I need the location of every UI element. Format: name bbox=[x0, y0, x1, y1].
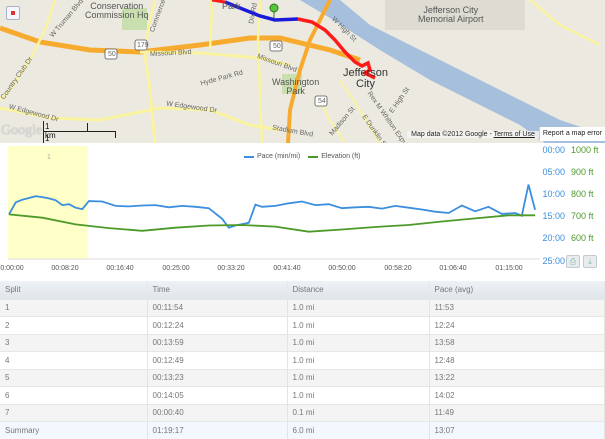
x-tick: 01:15:00 bbox=[495, 265, 522, 272]
split-highlight-label: 1 bbox=[47, 154, 51, 161]
terms-of-use-link[interactable]: Terms of Use bbox=[494, 131, 535, 138]
cell-distance: 1.0 mi bbox=[287, 299, 429, 317]
cell-distance: 1.0 mi bbox=[287, 317, 429, 335]
cell-split: 7 bbox=[0, 404, 147, 422]
scale-mi: 1 mi bbox=[45, 134, 53, 143]
map-type-control[interactable] bbox=[6, 6, 20, 20]
map-label-airport: Jefferson City Memorial Airport bbox=[418, 6, 484, 24]
x-tick: 00:41:40 bbox=[273, 265, 300, 272]
cell-pace: 13:58 bbox=[429, 334, 605, 352]
cell-split: 5 bbox=[0, 369, 147, 387]
cell-split: 3 bbox=[0, 334, 147, 352]
cell-pace: 12:48 bbox=[429, 352, 605, 370]
x-tick: 00:50:00 bbox=[328, 265, 355, 272]
print-icon: ⎙ bbox=[570, 257, 576, 266]
google-logo: Google bbox=[1, 123, 42, 139]
print-chart-button[interactable]: ⎙ bbox=[566, 255, 580, 268]
map-shield-179: 179 bbox=[137, 42, 149, 49]
cell-summary-pace: 13:07 bbox=[429, 422, 605, 439]
cell-time: 00:12:24 bbox=[147, 317, 287, 335]
cell-pace: 14:02 bbox=[429, 387, 605, 405]
x-tick: 01:06:40 bbox=[439, 265, 466, 272]
cell-time: 00:13:59 bbox=[147, 334, 287, 352]
cell-time: 00:11:54 bbox=[147, 299, 287, 317]
cell-distance: 1.0 mi bbox=[287, 387, 429, 405]
header-pace[interactable]: Pace (avg) bbox=[429, 281, 605, 299]
x-tick: 00:58:20 bbox=[384, 265, 411, 272]
table-header: Split Time Distance Pace (avg) bbox=[0, 281, 605, 299]
x-tick: 0:00:00 bbox=[0, 265, 23, 272]
map-shield-50b: 50 bbox=[273, 43, 281, 50]
cell-time: 00:13:23 bbox=[147, 369, 287, 387]
map-label-washington-park: Washington Park bbox=[272, 78, 319, 96]
download-icon: ⤓ bbox=[588, 257, 592, 266]
cell-distance: 1.0 mi bbox=[287, 352, 429, 370]
cell-split: 6 bbox=[0, 387, 147, 405]
cell-pace: 13:22 bbox=[429, 369, 605, 387]
route-map[interactable]: Conservation Commission Hq W Truman Blvd… bbox=[0, 0, 605, 143]
download-chart-button[interactable]: ⤓ bbox=[583, 255, 597, 268]
map-shield-54: 54 bbox=[318, 98, 326, 105]
cell-time: 00:00:40 bbox=[147, 404, 287, 422]
legend-elevation[interactable]: Elevation (ft) bbox=[308, 153, 360, 160]
cell-pace: 11:53 bbox=[429, 299, 605, 317]
split-highlight bbox=[8, 146, 88, 259]
map-label-conservation: Conservation Commission Hq bbox=[85, 2, 149, 20]
cell-summary-label: Summary bbox=[0, 422, 147, 439]
header-time[interactable]: Time bbox=[147, 281, 287, 299]
cell-time: 00:14:05 bbox=[147, 387, 287, 405]
cell-summary-time: 01:19:17 bbox=[147, 422, 287, 439]
map-label-jefferson-city: Jefferson City bbox=[343, 68, 388, 90]
cell-split: 2 bbox=[0, 317, 147, 335]
cell-split: 4 bbox=[0, 352, 147, 370]
x-tick: 00:08:20 bbox=[51, 265, 78, 272]
header-split[interactable]: Split bbox=[0, 281, 147, 299]
cell-summary-distance: 6.0 mi bbox=[287, 422, 429, 439]
cell-pace: 12:24 bbox=[429, 317, 605, 335]
cell-pace: 11:49 bbox=[429, 404, 605, 422]
map-shield-50a: 50 bbox=[108, 51, 116, 58]
map-tiles bbox=[0, 0, 605, 143]
x-tick: 00:16:40 bbox=[106, 265, 133, 272]
x-tick: 00:33:20 bbox=[217, 265, 244, 272]
map-data-text: Map data ©2012 Google - Terms of Use bbox=[407, 131, 539, 138]
cell-time: 00:12:49 bbox=[147, 352, 287, 370]
cell-distance: 0.1 mi bbox=[287, 404, 429, 422]
cell-split: 1 bbox=[0, 299, 147, 317]
chart-plot bbox=[0, 143, 605, 275]
cell-distance: 1.0 mi bbox=[287, 334, 429, 352]
x-tick: 00:25:00 bbox=[162, 265, 189, 272]
map-label-park: Park bbox=[222, 2, 241, 11]
chart-legend: Pace (min/mi) Elevation (ft) bbox=[244, 153, 360, 160]
report-map-error-link[interactable]: Report a map error bbox=[539, 127, 605, 141]
map-attribution: Map data ©2012 Google - Terms of Use Rep… bbox=[407, 127, 605, 141]
cell-distance: 1.0 mi bbox=[287, 369, 429, 387]
legend-pace[interactable]: Pace (min/mi) bbox=[244, 153, 300, 160]
header-distance[interactable]: Distance bbox=[287, 281, 429, 299]
